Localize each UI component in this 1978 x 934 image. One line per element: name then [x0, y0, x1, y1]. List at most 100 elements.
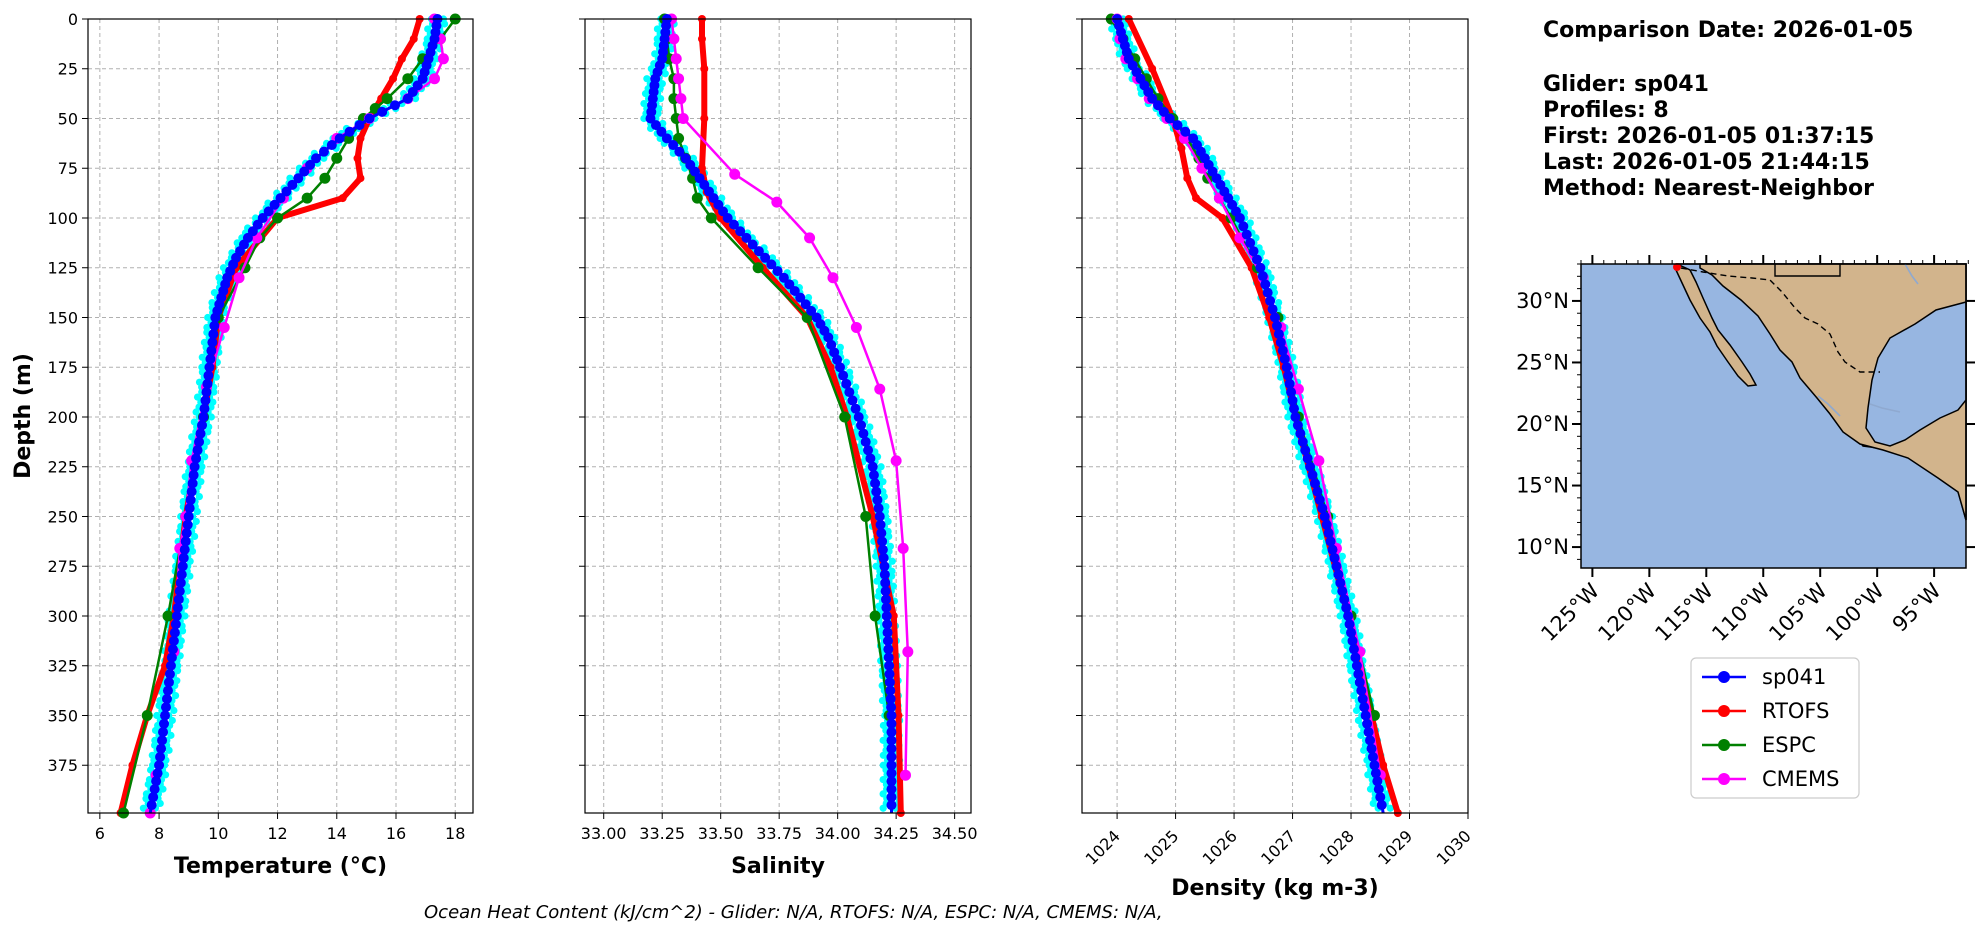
- sp041-point: [886, 784, 897, 795]
- sp041-point: [179, 544, 190, 555]
- y-tick-label: 150: [47, 308, 78, 327]
- y-tick-label: 50: [58, 109, 78, 128]
- legend: sp041 RTOFS ESPC CMEMS: [1690, 657, 1860, 799]
- y-tick-label: 300: [47, 607, 78, 626]
- sp041-point: [806, 305, 817, 316]
- sp041-point: [882, 619, 893, 630]
- sp041-point: [176, 569, 187, 580]
- sp041-point: [169, 627, 180, 638]
- glider-raw-point: [872, 552, 880, 560]
- sp041-point: [354, 120, 365, 131]
- sp041-point: [1302, 453, 1313, 464]
- sp041-point: [1273, 329, 1284, 340]
- glider-raw-point: [884, 517, 892, 526]
- sp041-point: [199, 403, 210, 414]
- sp041-point: [1314, 494, 1325, 505]
- sp041-point: [1248, 246, 1259, 257]
- sp041-point: [1329, 552, 1340, 563]
- glider-raw-point: [1276, 373, 1285, 381]
- x-tick-label: 10: [208, 824, 228, 843]
- glider-raw-point: [210, 388, 218, 396]
- sp041-point: [1357, 693, 1368, 704]
- sp041-point: [886, 727, 897, 738]
- x-tick-label: 1024: [1082, 826, 1124, 868]
- sp041-point: [184, 503, 195, 514]
- cmems-point: [218, 321, 230, 333]
- series-rtofs: [697, 15, 905, 817]
- sp041-point: [886, 735, 897, 746]
- sp041-point: [1147, 93, 1158, 104]
- glider-raw-point: [1357, 731, 1365, 739]
- rtofs-point: [700, 114, 709, 123]
- us-border: [1680, 267, 1880, 373]
- sp041-point: [1347, 635, 1358, 646]
- sp041-point: [154, 760, 165, 771]
- rtofs-point: [697, 164, 706, 173]
- sp041-point: [1284, 378, 1295, 389]
- sp041-point: [1287, 395, 1298, 406]
- cmems-point: [677, 112, 689, 124]
- sp041-point: [747, 239, 758, 250]
- sp041-point: [168, 635, 179, 646]
- x-tick-label: 12: [267, 824, 287, 843]
- sp041-point: [853, 411, 864, 422]
- sp041-point: [838, 370, 849, 381]
- info-line: Comparison Date: 2026-01-05: [1543, 18, 1913, 43]
- sp041-point: [882, 635, 893, 646]
- glider-raw-point: [181, 612, 189, 620]
- sp041-point: [1265, 295, 1276, 306]
- map-lon-label: 120°W: [1593, 578, 1661, 646]
- sp041-point: [311, 153, 322, 164]
- sp041-point: [281, 186, 292, 197]
- location-map: 30°N 25°N 20°N 15°N 10°N 125°W120°W115°W110°W…: [1516, 255, 1975, 646]
- mexico-pacific-coast: [1699, 263, 1967, 521]
- glider-raw-point: [139, 804, 148, 812]
- glider-raw-point: [193, 507, 202, 516]
- sp041-point: [884, 677, 895, 688]
- glider-raw-point: [1326, 572, 1335, 580]
- sp041-point: [177, 561, 188, 572]
- sp041-point: [884, 660, 895, 671]
- sp041-point: [162, 685, 173, 696]
- glider-raw-point: [1302, 478, 1310, 486]
- sp041-point: [275, 193, 286, 204]
- sp041-point: [205, 353, 216, 364]
- glider-raw-point: [171, 691, 180, 700]
- x-tick-label: 34.50: [932, 824, 978, 843]
- sp041-point: [650, 120, 661, 131]
- glider-raw-point: [173, 667, 182, 675]
- sp041-point: [1369, 760, 1380, 771]
- glider-raw-point: [878, 696, 887, 705]
- sp041-point: [1346, 627, 1357, 638]
- sp041-point: [877, 536, 888, 547]
- sp041-point: [877, 544, 888, 555]
- x-tick-label: 1030: [1433, 826, 1475, 868]
- sp041-point: [1376, 800, 1387, 811]
- glider-raw-point: [212, 373, 220, 381]
- map-lon-label: 100°W: [1821, 578, 1889, 646]
- glider-raw-point: [1331, 587, 1339, 595]
- x-tick-label: 33.00: [581, 824, 627, 843]
- sp041-point: [293, 173, 304, 184]
- sp041-point: [874, 511, 885, 522]
- glider-raw-point: [888, 557, 896, 565]
- cmems-point: [890, 455, 902, 467]
- map-lat-label: 20°N: [1516, 412, 1569, 436]
- sp041-point: [191, 453, 202, 464]
- sp041-point: [1375, 792, 1386, 803]
- sp041-point: [850, 403, 861, 414]
- sp041-point: [1292, 420, 1303, 431]
- sp041-point: [881, 594, 892, 605]
- sp041-point: [844, 387, 855, 398]
- y-tick-label: 100: [47, 209, 78, 228]
- series-sp041: [146, 14, 443, 814]
- sp041-point: [164, 669, 175, 680]
- svg-text:ESPC: ESPC: [1762, 733, 1816, 757]
- y-tick-label: 0: [68, 10, 78, 29]
- sp041-point: [1238, 221, 1249, 232]
- sp041-point: [1354, 677, 1365, 688]
- rtofs-point: [894, 711, 903, 720]
- sp041-point: [878, 552, 889, 563]
- sp041-point: [1363, 727, 1374, 738]
